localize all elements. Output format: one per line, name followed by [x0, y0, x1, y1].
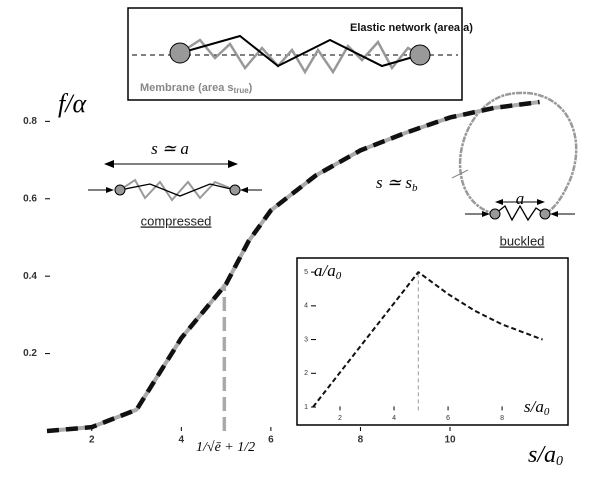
- buckled-a: a: [516, 189, 525, 208]
- membrane-end: ): [249, 82, 253, 94]
- x-tick-label: 4: [179, 435, 185, 446]
- node: [229, 184, 241, 196]
- compressed-label: compressed: [141, 213, 212, 228]
- curve: [312, 271, 543, 408]
- compressed-diagram: s ≃ a compressed: [88, 139, 262, 228]
- x-tick-label: 4: [392, 415, 396, 422]
- arrowhead: [104, 160, 114, 168]
- arrowhead: [106, 187, 114, 193]
- inset-y-label-text: a/a: [314, 261, 336, 280]
- network-label: Elastic network (area a): [350, 22, 473, 34]
- network: [179, 34, 421, 68]
- x-tick-label: 6: [446, 415, 450, 422]
- buckled-eq-text: s ≃ s: [376, 173, 412, 192]
- x-tick-label: 8: [358, 435, 364, 446]
- x-tick-label: 10: [444, 435, 456, 446]
- membrane-label: Membrane (area strue): [140, 82, 253, 95]
- arrowhead: [482, 211, 490, 217]
- y-axis-label: f/α: [58, 89, 87, 118]
- inset-y-label: a/a0: [314, 261, 342, 282]
- arrowhead: [240, 187, 248, 193]
- membrane-text: Membrane (area s: [140, 82, 234, 94]
- arrowhead: [228, 160, 238, 168]
- node: [169, 42, 191, 64]
- buckled-eq-sub: b: [412, 182, 418, 194]
- node: [114, 184, 126, 196]
- network: [494, 204, 546, 222]
- x-axis-label-text: s/a: [528, 442, 556, 468]
- node: [539, 208, 551, 220]
- y-tick-label: 0.4: [23, 271, 37, 282]
- buckled-eq: s ≃ sb: [376, 173, 418, 194]
- y-tick-label: 0.6: [23, 193, 37, 204]
- y-tick-label: 0.8: [23, 116, 37, 127]
- arrowhead: [495, 199, 503, 205]
- membrane-sub: true: [234, 86, 250, 95]
- membrane: [179, 38, 421, 75]
- y-tick-label: 3: [304, 336, 308, 343]
- membrane: [458, 91, 578, 216]
- node: [489, 208, 501, 220]
- y-tick-label: 5: [304, 269, 308, 276]
- node: [409, 44, 431, 66]
- compressed-eq: s ≃ a: [151, 139, 189, 158]
- network: [119, 183, 236, 197]
- x-axis-label: s/a0: [528, 442, 563, 470]
- buckled-diagram: s ≃ sb a buckled: [376, 91, 578, 248]
- marker-label: 1/√ē + 1/2: [196, 440, 255, 455]
- inset-x-label: s/a0: [524, 397, 550, 418]
- x-tick-label: 8: [500, 415, 504, 422]
- curve: [46, 99, 540, 434]
- arrowhead: [550, 211, 558, 217]
- inset-x-label-text: s/a: [524, 397, 544, 416]
- y-tick-label: 1: [304, 404, 308, 411]
- y-tick-label: 2: [304, 370, 308, 377]
- x-axis-label-sub: 0: [556, 454, 563, 469]
- buckled-label: buckled: [500, 233, 545, 248]
- x-tick-label: 2: [89, 435, 95, 446]
- arrowhead: [537, 199, 545, 205]
- y-tick-label: 4: [304, 303, 308, 310]
- inset-frame: [296, 257, 569, 426]
- y-tick-label: 0.2: [23, 348, 37, 359]
- inset-x-label-sub: 0: [544, 406, 550, 418]
- x-tick-label: 6: [268, 435, 274, 446]
- x-tick-label: 2: [338, 415, 342, 422]
- network-diagram: Elastic network (area a) Membrane (area …: [127, 7, 473, 101]
- inset-y-label-sub: 0: [336, 270, 342, 282]
- leader: [451, 169, 469, 179]
- membrane: [119, 178, 236, 202]
